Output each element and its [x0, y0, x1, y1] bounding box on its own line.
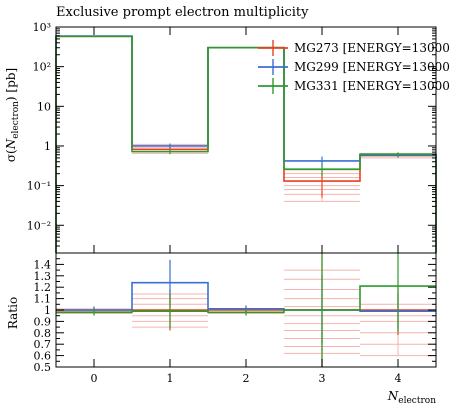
y-tick-label: 10³: [33, 21, 51, 34]
y-tick-label: 10⁻²: [27, 219, 51, 232]
ratio-axis-label: Ratio: [6, 297, 20, 329]
x-tick-label: 2: [243, 372, 250, 385]
ratio-tick-label: 0.6: [34, 350, 52, 363]
main-panel: 10⁻² 10⁻¹ 1 10 10² 10³: [27, 21, 436, 253]
ratio-tick-label: 1: [44, 304, 51, 317]
ratio-tick-label: 1.2: [34, 281, 52, 294]
legend-entry-1: MG273 [ENERGY=13000]: [258, 40, 450, 56]
legend: MG273 [ENERGY=13000] MG299 [ENERGY=13000]…: [258, 40, 450, 94]
legend-entry-3: MG331 [ENERGY=13000]: [258, 78, 450, 94]
ratio-tick-label: 0.8: [34, 327, 52, 340]
ratio-tick-label: 0.5: [34, 361, 52, 374]
legend-label: MG273 [ENERGY=13000]: [294, 41, 450, 55]
ratio-tick-label: 1.3: [34, 270, 52, 283]
x-tick-label: 1: [167, 372, 174, 385]
legend-label: MG299 [ENERGY=13000]: [294, 60, 450, 74]
main-y-ticks: 10⁻² 10⁻¹ 1 10 10² 10³: [27, 21, 436, 253]
x-tick-label: 3: [319, 372, 326, 385]
x-tick-label: 0: [91, 372, 98, 385]
x-axis-label: Nelectron: [387, 389, 436, 406]
ratio-tick-label: 1.4: [34, 258, 52, 271]
y-tick-label: 10²: [33, 61, 51, 74]
y-axis-label: σ(Nelectron) [pb]: [4, 68, 21, 162]
ratio-tick-label: 1.1: [34, 293, 52, 306]
series-2-ratio: [56, 260, 436, 344]
legend-label: MG331 [ENERGY=13000]: [294, 79, 450, 93]
y-tick-label: 10⁻¹: [27, 180, 51, 193]
x-tick-label: 4: [395, 372, 402, 385]
y-tick-label: 10: [37, 100, 51, 113]
ratio-tick-label: 0.7: [34, 338, 52, 351]
y-tick-label: 1: [44, 140, 51, 153]
chart-title: Exclusive prompt electron multiplicity: [56, 5, 309, 20]
legend-entry-2: MG299 [ENERGY=13000]: [258, 59, 450, 75]
ratio-tick-label: 0.9: [34, 315, 52, 328]
